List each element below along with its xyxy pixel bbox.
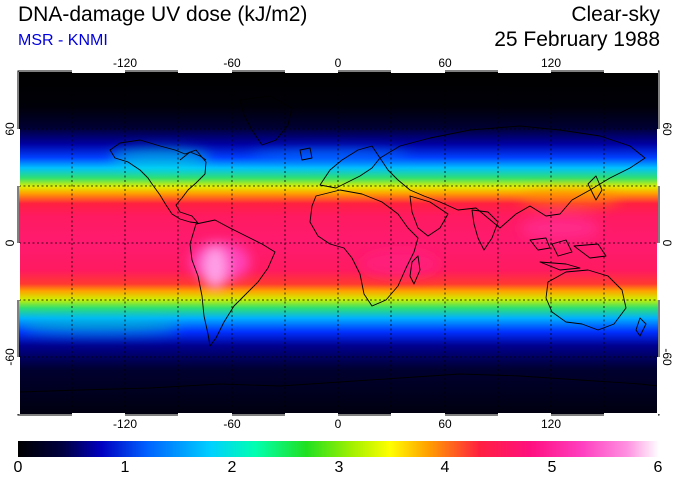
lon-tick-bottom: -60 xyxy=(223,417,241,431)
lon-tick-top: 0 xyxy=(335,56,342,70)
lon-tick-top: -60 xyxy=(223,56,241,70)
map-date: 25 February 1988 xyxy=(494,28,660,51)
colorbar xyxy=(18,441,659,457)
lon-tick-top: 120 xyxy=(541,56,561,70)
colorbar-tick: 3 xyxy=(334,459,344,476)
lon-tick-top: -120 xyxy=(113,56,137,70)
lat-tick-left: 60 xyxy=(3,122,17,136)
map-source: MSR - KNMI xyxy=(18,32,108,49)
lat-tick-left: -60 xyxy=(3,348,17,366)
lon-tick-bottom: 120 xyxy=(541,417,561,431)
lat-tick-right: 0 xyxy=(660,240,674,247)
coastlines xyxy=(19,95,658,393)
colorbar-tick: 5 xyxy=(547,459,557,476)
colorbar-tick: 6 xyxy=(653,459,663,476)
colorbar-tick: 2 xyxy=(227,459,237,476)
lon-tick-bottom: -120 xyxy=(113,417,137,431)
lon-tick-bottom: 0 xyxy=(335,417,342,431)
map-title: DNA-damage UV dose (kJ/m2) xyxy=(18,3,308,26)
lat-tick-left: 0 xyxy=(3,239,17,246)
lat-tick-right: -60 xyxy=(660,348,674,366)
colorbar-tick: 1 xyxy=(120,459,130,476)
frame-ticks xyxy=(17,70,660,416)
colorbar-tick: 4 xyxy=(440,459,450,476)
lon-tick-top: 60 xyxy=(438,56,452,70)
graticule xyxy=(19,72,658,414)
uv-field-variations xyxy=(20,148,620,336)
lat-tick-right: 60 xyxy=(660,122,674,136)
sky-condition: Clear-sky xyxy=(571,3,660,26)
lon-tick-bottom: 60 xyxy=(438,417,452,431)
colorbar-tick: 0 xyxy=(13,459,23,476)
